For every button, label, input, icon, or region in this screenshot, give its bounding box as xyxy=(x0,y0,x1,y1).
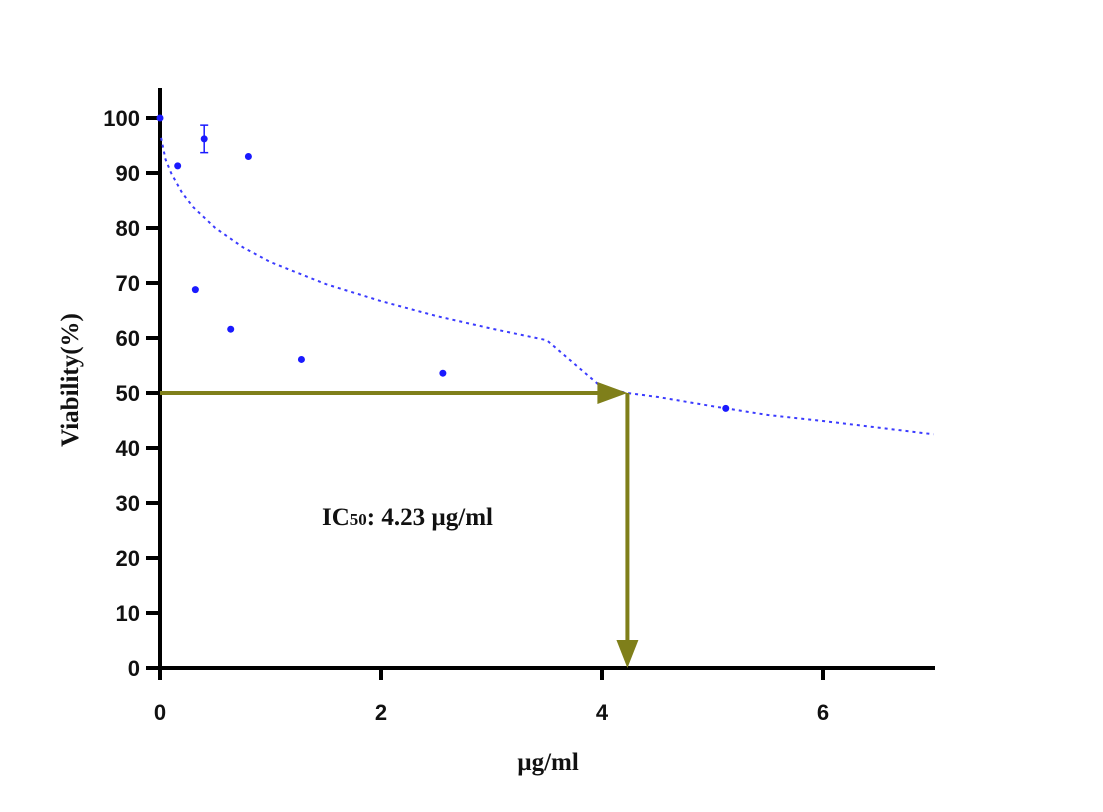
y-tick-label: 20 xyxy=(116,546,140,571)
ic50-annotation-prefix: IC xyxy=(322,504,350,531)
data-point xyxy=(191,286,199,294)
y-tick-label: 30 xyxy=(116,491,140,516)
y-tick-label: 100 xyxy=(103,106,140,131)
ic50-annotation-subscript: 50 xyxy=(350,510,367,529)
y-tick-label: 10 xyxy=(116,601,140,626)
y-tick-label: 60 xyxy=(116,326,140,351)
ic50-annotation-suffix: : 4.23 µg/ml xyxy=(367,504,493,531)
data-point xyxy=(297,355,305,363)
x-tick-label: 6 xyxy=(817,700,829,725)
x-axis-title: µg/ml xyxy=(517,749,579,776)
data-points xyxy=(156,114,730,412)
data-point xyxy=(200,135,208,143)
y-tick-label: 90 xyxy=(116,161,140,186)
x-tick-label: 0 xyxy=(154,700,166,725)
x-ticks: 0 2 4 6 xyxy=(154,668,829,725)
data-point xyxy=(227,325,235,333)
y-ticks: 0 10 20 30 40 50 60 70 80 90 100 xyxy=(103,106,160,681)
x-tick-label: 2 xyxy=(375,700,387,725)
ic50-vertical-arrowhead xyxy=(616,640,639,668)
data-point xyxy=(156,114,164,122)
y-tick-label: 80 xyxy=(116,216,140,241)
y-tick-label: 40 xyxy=(116,436,140,461)
data-point xyxy=(244,153,252,160)
y-axis-title: Viability(%) xyxy=(57,313,84,447)
y-tick-label: 70 xyxy=(116,271,140,296)
data-point xyxy=(439,369,447,377)
x-tick-label: 4 xyxy=(596,700,609,725)
fit-curve xyxy=(160,137,934,436)
axes: 0 10 20 30 40 50 60 70 80 90 100 0 2 4 6 xyxy=(103,88,935,725)
data-point xyxy=(722,404,730,412)
ic50-horizontal-arrowhead xyxy=(597,382,628,404)
ic50-annotation: IC50: 4.23 µg/ml xyxy=(322,504,493,531)
data-point xyxy=(174,162,182,170)
y-tick-label: 0 xyxy=(128,656,140,681)
y-tick-label: 50 xyxy=(116,381,140,406)
ic50-arrows xyxy=(160,382,639,668)
